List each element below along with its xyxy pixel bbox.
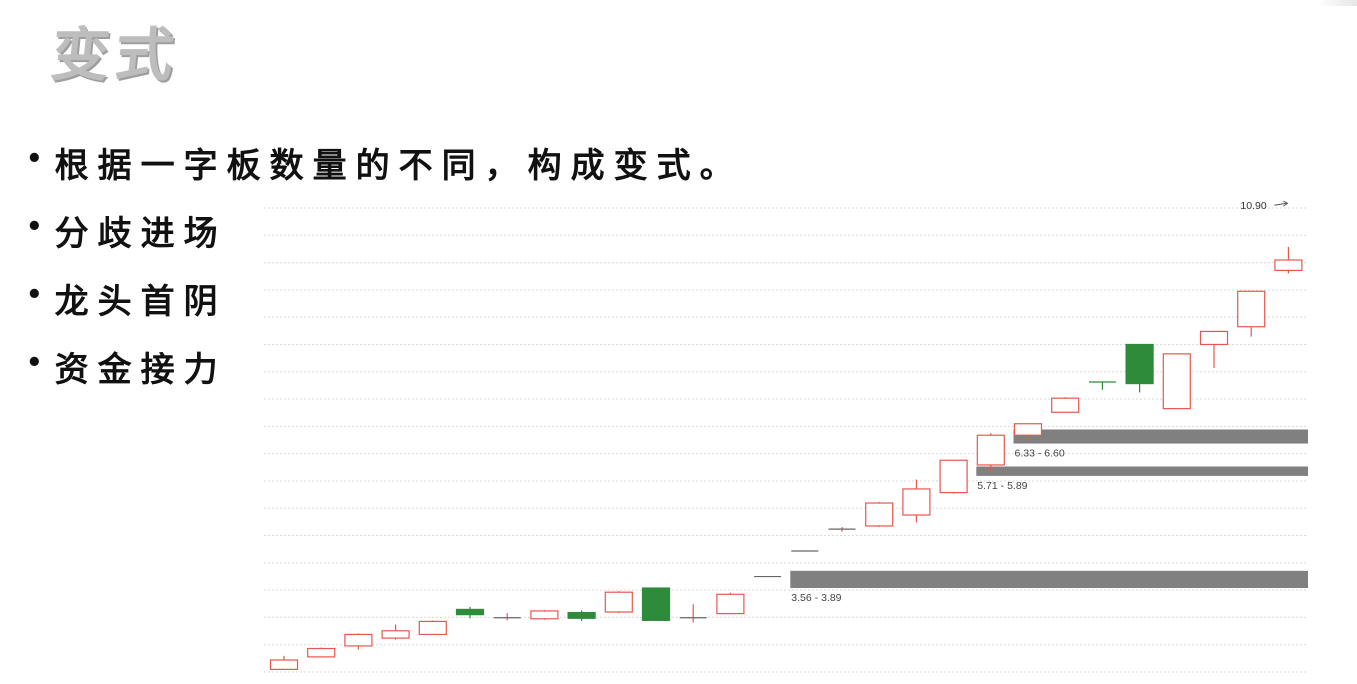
bullet-item: • 根据一字板数量的不同，构成变式。 <box>26 138 743 206</box>
zone-label: 5.71 - 5.89 <box>977 480 1027 492</box>
candle-body <box>1051 397 1080 413</box>
candle-body <box>418 620 447 636</box>
slide-title: 变式 <box>47 21 184 89</box>
corner-decoration <box>1317 0 1357 6</box>
candlestick-chart: 3.56 - 3.89 5.71 - 5.89 6.33 - 6.60 10.90 <box>264 200 1308 673</box>
candle-body <box>641 587 671 621</box>
bullet-item: • 龙头首阴 <box>26 274 743 342</box>
bullet-text: 分歧进场 <box>54 214 227 254</box>
candle-body <box>381 630 410 639</box>
candle-body <box>902 488 931 516</box>
candle-body <box>1237 290 1266 328</box>
candle-body <box>1274 259 1303 272</box>
price-zone-band <box>976 466 1308 476</box>
bullet-list: • 根据一字板数量的不同，构成变式。 • 分歧进场 • 龙头首阴 • 资金接力 <box>26 138 743 410</box>
zone-label: 3.56 - 3.89 <box>791 592 841 604</box>
price-zone-band <box>790 570 1308 589</box>
candle-body <box>269 659 299 670</box>
candle-body <box>1125 343 1154 385</box>
candle-body <box>939 459 968 494</box>
bullet-item: • 分歧进场 <box>26 206 743 274</box>
max-price-arrowhead <box>1283 200 1289 207</box>
bullet-dot-icon: • <box>26 280 43 310</box>
max-price-label: 10.90 <box>1240 200 1266 212</box>
bullet-dot-icon: • <box>26 348 43 378</box>
bullet-item: • 资金接力 <box>26 342 743 410</box>
candle-body <box>567 611 596 619</box>
candle-body <box>1013 423 1043 436</box>
candle-body <box>716 593 745 615</box>
bullet-dot-icon: • <box>26 212 43 242</box>
candle-body <box>307 647 336 658</box>
price-zone-band <box>1013 429 1308 444</box>
candle-body <box>976 434 1005 466</box>
max-price-arrow <box>1274 202 1287 206</box>
zone-label: 6.33 - 6.60 <box>1015 448 1065 460</box>
candle-body <box>604 591 633 613</box>
candle-body <box>1162 353 1191 410</box>
bullet-text: 根据一字板数量的不同，构成变式。 <box>54 146 743 186</box>
bullet-text: 龙头首阴 <box>54 282 227 322</box>
candle-body <box>530 610 559 620</box>
candle-body <box>1199 330 1229 346</box>
candle-body <box>455 608 485 616</box>
bullet-dot-icon: • <box>26 144 43 174</box>
bullet-text: 资金接力 <box>54 350 227 390</box>
candle-body <box>344 633 373 647</box>
candle-body <box>865 502 894 527</box>
